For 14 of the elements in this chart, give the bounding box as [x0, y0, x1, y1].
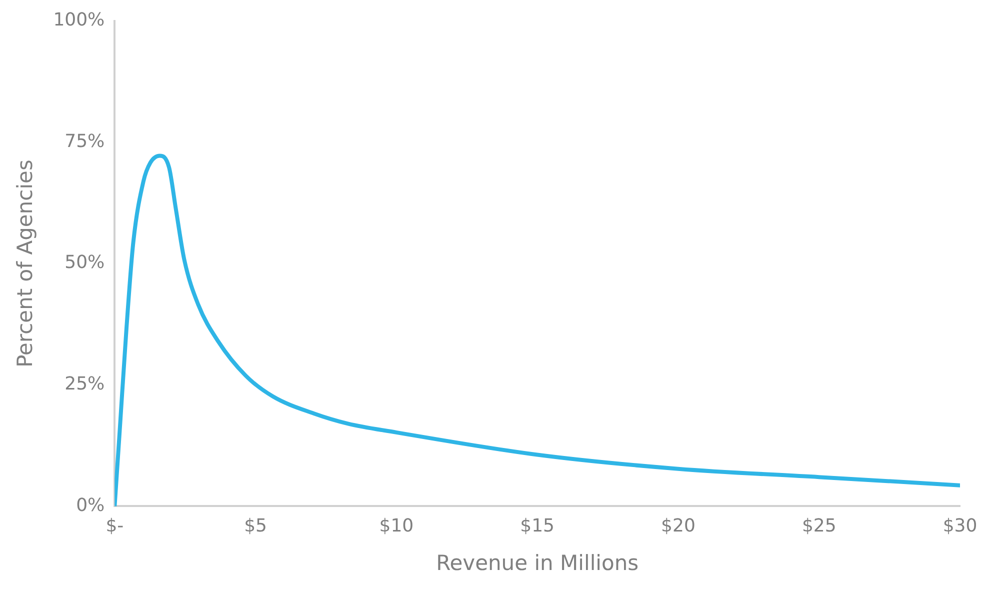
x-tick-label: $10 [379, 516, 414, 537]
y-tick-label: 50% [64, 252, 105, 274]
y-tick-label: 25% [64, 374, 105, 395]
y-axis-title: Percent of Agencies [13, 160, 38, 368]
x-tick-label: $15 [520, 516, 555, 537]
y-tick-label: 75% [64, 130, 105, 152]
x-tick-label: $30 [942, 516, 978, 537]
x-axis-title: Revenue in Millions [436, 550, 639, 575]
y-tick-label: 0% [76, 494, 105, 516]
x-tick-label: $5 [244, 516, 268, 537]
x-tick-label: $20 [661, 516, 696, 537]
x-tick-label: $25 [802, 516, 836, 537]
y-tick-label: 100% [53, 9, 105, 30]
x-tick-label: $- [106, 516, 124, 537]
